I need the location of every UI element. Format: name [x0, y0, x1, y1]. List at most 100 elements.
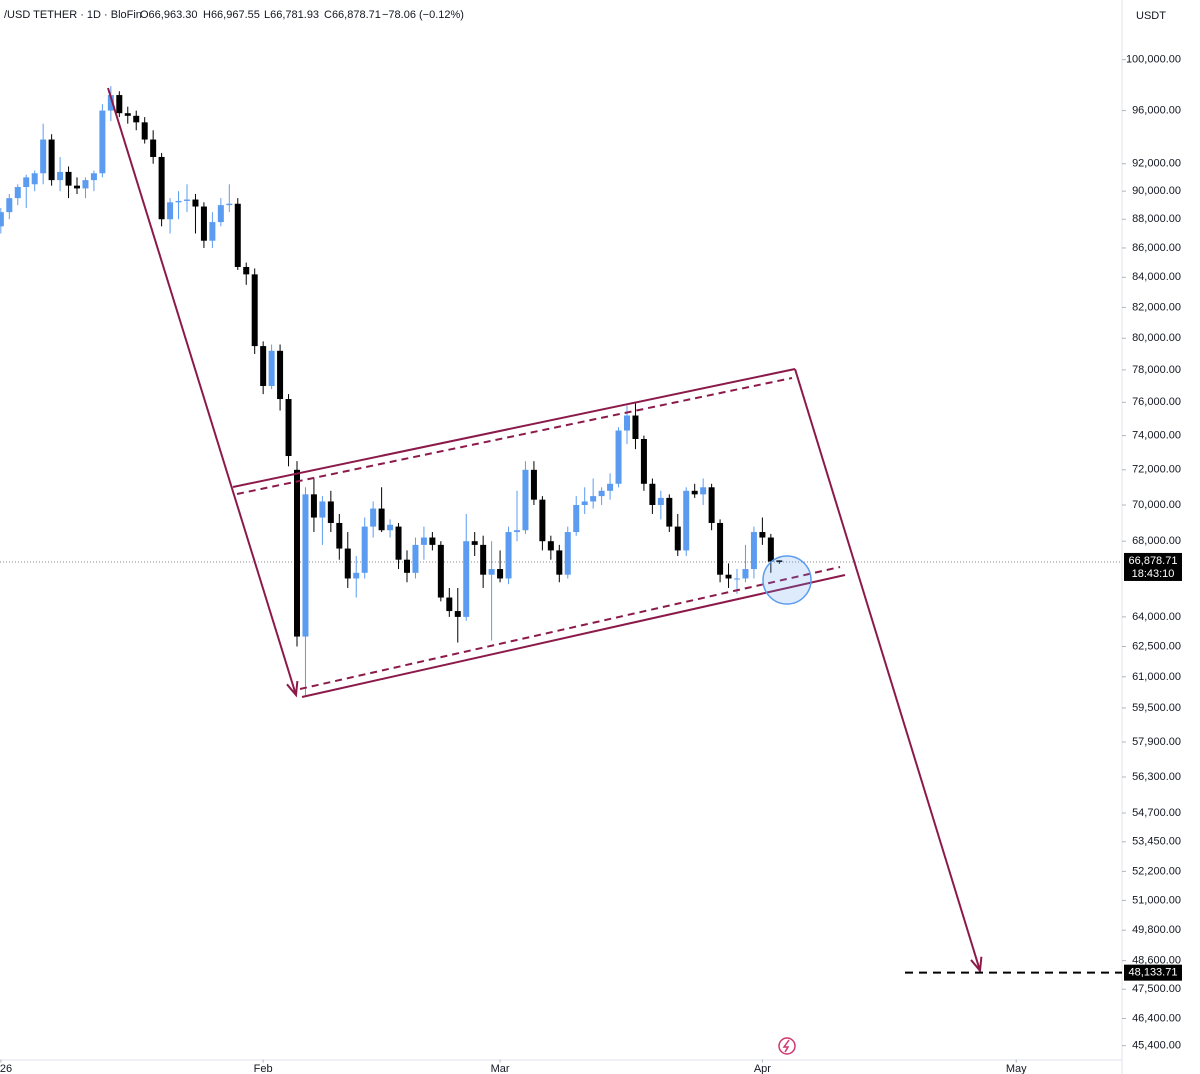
x-tick-label: Feb	[254, 1063, 273, 1074]
y-tick-label: 64,000.00	[1132, 611, 1181, 623]
low-label: L66,781.93	[264, 9, 319, 21]
candle-body	[514, 530, 520, 533]
candle-body	[666, 497, 673, 527]
candle-body	[759, 532, 766, 538]
candle-body	[395, 526, 402, 560]
candle-body	[717, 522, 724, 575]
candle-body	[116, 95, 123, 114]
candle-body	[90, 173, 97, 181]
candle-body	[243, 266, 250, 275]
candle-body	[700, 487, 707, 495]
candle-body	[581, 501, 588, 505]
candle-body	[725, 574, 732, 579]
y-tick-label: 92,000.00	[1132, 158, 1181, 170]
y-tick-label: 45,400.00	[1132, 1040, 1181, 1052]
candle-body	[446, 597, 453, 612]
candle-body	[167, 202, 174, 220]
candle-body	[530, 469, 537, 500]
y-tick-label: 72,000.00	[1132, 464, 1181, 476]
y-tick-label: 61,000.00	[1132, 671, 1181, 683]
y-tick-label: 84,000.00	[1132, 271, 1181, 283]
y-tick-label: 80,000.00	[1132, 332, 1181, 344]
candle-body	[615, 430, 622, 484]
candle-body	[683, 490, 690, 551]
y-tick-label: 48,600.00	[1132, 955, 1181, 967]
candle-body	[471, 541, 478, 545]
candle-body	[640, 438, 647, 484]
candle-body	[547, 541, 554, 551]
y-tick-label: 49,800.00	[1132, 924, 1181, 936]
trend-line	[794, 368, 981, 971]
candle-body	[234, 203, 241, 267]
candle-body	[336, 522, 343, 549]
candle-body	[124, 113, 131, 116]
candle-body	[480, 544, 487, 575]
candle-body	[226, 203, 233, 206]
candle-body	[750, 532, 757, 570]
y-tick-label: 82,000.00	[1132, 301, 1181, 313]
candle-body	[31, 173, 38, 185]
y-tick-label: 52,200.00	[1132, 865, 1181, 877]
candle-body	[209, 222, 216, 241]
candle-body	[107, 95, 114, 111]
candle-body	[65, 171, 72, 186]
arrow-head	[286, 680, 299, 698]
candle-body	[505, 532, 512, 579]
candle-body	[302, 494, 309, 637]
candle-body	[412, 544, 419, 573]
candle-body	[40, 139, 47, 174]
candle-body	[99, 110, 106, 174]
y-tick-label: 90,000.00	[1132, 185, 1181, 197]
candle-body	[133, 115, 140, 123]
candle-body	[378, 508, 385, 531]
candle-body	[370, 508, 377, 527]
candle-body	[454, 611, 461, 617]
candle-body	[361, 526, 368, 573]
candle-body	[776, 560, 783, 562]
y-tick-label: 56,300.00	[1132, 771, 1181, 783]
y-tick-label: 74,000.00	[1132, 430, 1181, 442]
candle-body	[251, 274, 258, 347]
candle-body	[734, 578, 740, 580]
candle-body	[539, 499, 546, 542]
candle-body	[632, 415, 639, 439]
candle-body	[488, 569, 495, 575]
y-tick-label: 53,450.00	[1132, 836, 1181, 848]
last-price-box	[1124, 552, 1182, 581]
candle-body	[184, 199, 190, 201]
y-tick-label: 70,000.00	[1132, 499, 1181, 511]
candle-body	[708, 487, 715, 523]
y-tick-label: 96,000.00	[1132, 104, 1181, 116]
y-tick-label: 88,000.00	[1132, 213, 1181, 225]
y-tick-label: 59,500.00	[1132, 702, 1181, 714]
last-price-label: 66,878.71	[1129, 555, 1178, 567]
trend-line	[232, 368, 796, 488]
y-tick-label: 47,500.00	[1132, 983, 1181, 995]
candle-body	[6, 198, 13, 213]
candle-body	[742, 569, 749, 579]
candle-body	[150, 139, 157, 157]
y-tick-label: 100,000.00	[1126, 54, 1181, 66]
candle-body	[674, 526, 681, 551]
candle-body	[319, 501, 326, 518]
x-tick-label: Apr	[754, 1063, 771, 1074]
candle-body	[268, 350, 275, 386]
candle-body	[141, 122, 148, 140]
open-label: O66,963.30	[140, 9, 198, 21]
y-tick-label: 76,000.00	[1132, 396, 1181, 408]
close-label: C66,878.71	[324, 9, 381, 21]
arrow-head	[970, 956, 983, 974]
candle-body	[344, 548, 351, 579]
candle-body	[437, 544, 444, 598]
candle-body	[14, 187, 21, 199]
candle-body	[607, 483, 614, 491]
candle-body	[497, 569, 504, 579]
candle-body	[624, 415, 630, 431]
change-label: −78.06 (−0.12%)	[382, 9, 464, 21]
symbol: /USD TETHER · 1D · BloFin	[4, 9, 142, 21]
candle-body	[294, 469, 300, 637]
y-tick-label: 46,400.00	[1132, 1012, 1181, 1024]
lightning-icon	[778, 1037, 796, 1055]
